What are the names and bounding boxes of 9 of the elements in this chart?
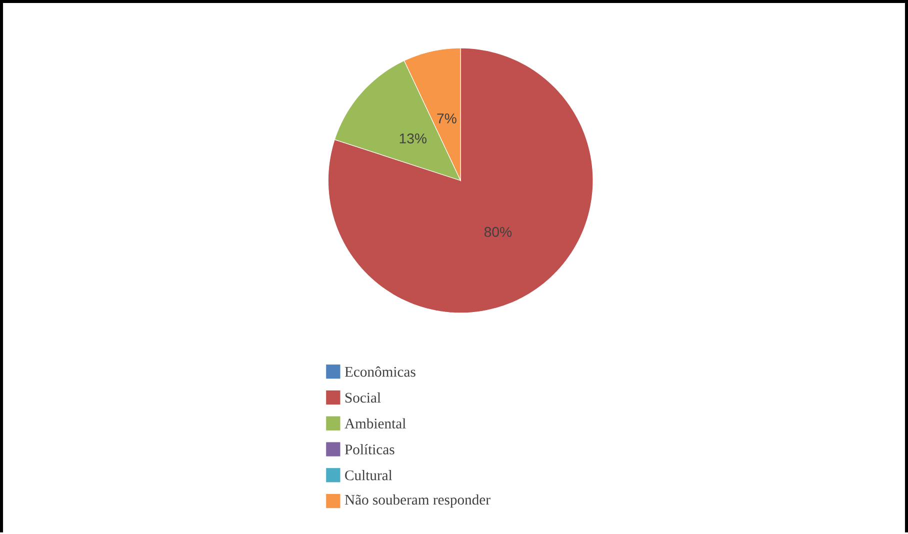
- data-label: 7%: [437, 114, 456, 124]
- data-label: 80%: [484, 226, 512, 237]
- legend-label: Ambiental: [344, 418, 406, 429]
- legend-label: Políticas: [344, 444, 394, 454]
- legend-label: Não souberam responder: [344, 494, 490, 508]
- legend-label: Social: [345, 392, 381, 403]
- legend-label: Cultural: [345, 470, 392, 480]
- legend-label: Econômicas: [344, 366, 416, 377]
- data-label: 13%: [400, 134, 426, 144]
